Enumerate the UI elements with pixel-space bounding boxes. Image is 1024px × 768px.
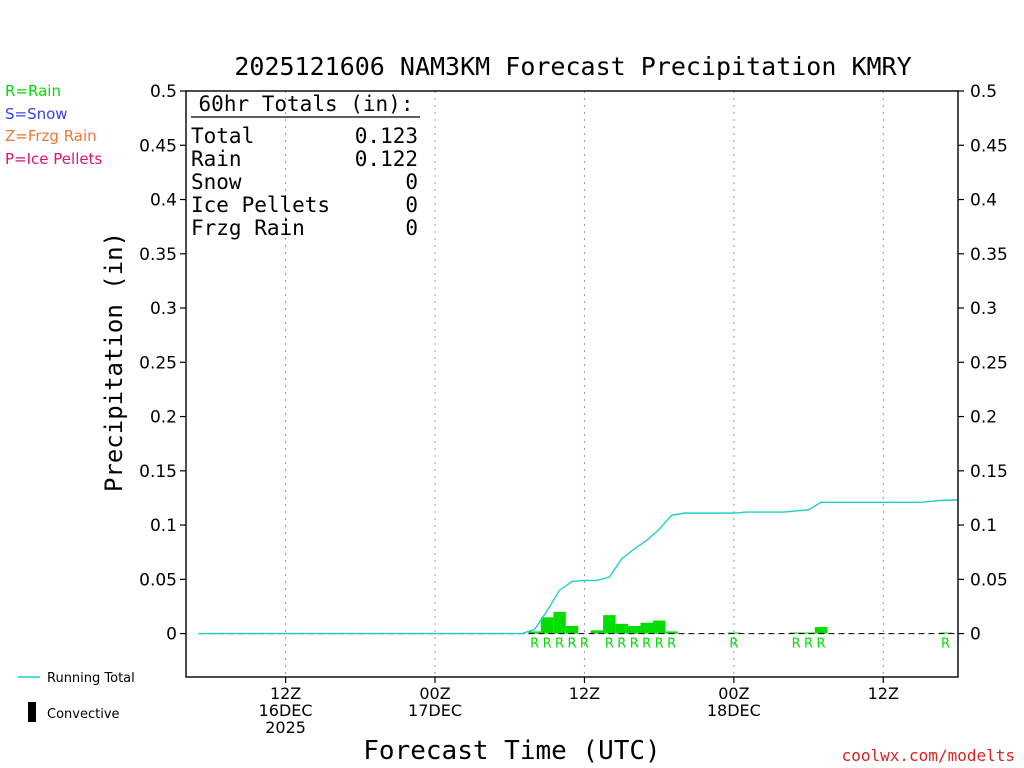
convective-swatch: [28, 702, 36, 722]
x-tick-label: 18DEC: [707, 701, 761, 720]
totals-label-ice-pellets: Ice Pellets: [191, 193, 330, 217]
precip-bar: [665, 631, 678, 634]
precip-bar: [528, 631, 541, 634]
legend-rain: R=Rain: [5, 82, 61, 100]
y-tick-label-right: 0.15: [970, 462, 1008, 482]
running-total-legend-label: Running Total: [47, 671, 135, 686]
totals-value-snow: 0: [405, 170, 418, 194]
precip-bar: [939, 632, 952, 634]
convective-legend-label: Convective: [47, 707, 120, 722]
legend-frzg-rain: Z=Frzg Rain: [5, 127, 97, 145]
totals-value-total: 0.123: [355, 124, 418, 148]
precip-type-marker: R: [804, 637, 813, 652]
precip-bar: [565, 625, 579, 634]
totals-label-total: Total: [191, 124, 254, 148]
x-tick-label: 2025: [265, 718, 306, 737]
precip-type-marker: R: [642, 637, 651, 652]
precip-bar: [553, 611, 566, 634]
x-tick-label: 12Z: [569, 684, 600, 703]
precip-type-marker: R: [630, 637, 639, 652]
legend-ice-pellets: P=Ice Pellets: [5, 150, 102, 168]
x-tick-label: 12Z: [868, 684, 899, 703]
y-tick-label-left: 0.15: [139, 462, 177, 482]
totals-label-frzg-rain: Frzg Rain: [191, 216, 305, 240]
x-tick-label: 12Z: [270, 684, 301, 703]
precip-type-marker: R: [729, 637, 738, 652]
y-tick-label-left: 0: [166, 625, 177, 645]
y-tick-label-right: 0: [970, 625, 981, 645]
y-tick-label-right: 0.1: [970, 516, 997, 536]
y-tick-label-left: 0.25: [139, 353, 177, 373]
running-total-line: [198, 499, 958, 635]
y-tick-label-left: 0.4: [150, 191, 177, 211]
precip-bars: [528, 611, 952, 634]
chart-title: 2025121606 NAM3KM Forecast Precipitation…: [234, 52, 911, 81]
y-tick-label-left: 0.2: [150, 408, 177, 428]
y-tick-label-left: 0.05: [139, 570, 177, 590]
x-tick-label: 00Z: [419, 684, 450, 703]
precip-bar: [727, 632, 741, 634]
y-tick-label-left: 0.45: [139, 136, 177, 156]
precip-bar: [789, 632, 803, 634]
y-tick-label-left: 0.35: [139, 245, 177, 265]
credit-text: coolwx.com/modelts: [842, 746, 1015, 765]
totals-label-snow: Snow: [191, 170, 242, 194]
y-tick-label-right: 0.05: [970, 570, 1008, 590]
precip-bar: [603, 615, 616, 634]
y-tick-label-right: 0.45: [970, 136, 1008, 156]
y-tick-label-right: 0.35: [970, 245, 1008, 265]
precip-type-marker: R: [655, 637, 664, 652]
precip-type-marker: R: [617, 637, 626, 652]
y-axis-label: Precipitation (in): [100, 232, 128, 492]
series-legend: Running Total Convective: [18, 671, 135, 722]
precip-type-marker: R: [543, 637, 552, 652]
precip-bar: [628, 625, 641, 634]
precip-bar: [615, 623, 629, 634]
precip-bar: [590, 630, 604, 634]
grid-lines: [285, 91, 884, 677]
precip-type-marker: R: [555, 637, 564, 652]
precip-type-marker: R: [605, 637, 614, 652]
x-tick-label: 00Z: [718, 684, 749, 703]
totals-value-ice-pellets: 0: [405, 193, 418, 217]
precip-type-marker: R: [667, 637, 676, 652]
precip-bar: [652, 620, 666, 634]
precip-type-marker: R: [530, 637, 539, 652]
totals-value-rain: 0.122: [355, 147, 418, 171]
plot-frame: [185, 90, 959, 678]
y-tick-label-right: 0.25: [970, 353, 1008, 373]
totals-box: 60hr Totals (in): Total 0.123 Rain 0.122…: [191, 92, 420, 240]
precip-type-marker: R: [580, 637, 589, 652]
precip-bar: [802, 632, 815, 634]
precip-type-marker: R: [792, 637, 801, 652]
y-tick-label-right: 0.5: [970, 82, 997, 102]
precip-bar: [640, 622, 653, 634]
y-tick-label-right: 0.3: [970, 299, 997, 319]
precip-type-marker: R: [817, 637, 826, 652]
totals-value-frzg-rain: 0: [405, 216, 418, 240]
precip-bar: [540, 617, 554, 634]
type-legend: R=Rain S=Snow Z=Frzg Rain P=Ice Pellets: [5, 82, 102, 168]
totals-header: 60hr Totals (in):: [199, 92, 414, 116]
y-tick-label-left: 0.1: [150, 516, 177, 536]
x-tick-label: 16DEC: [259, 701, 313, 720]
legend-snow: S=Snow: [5, 105, 68, 123]
precip-type-marker: R: [941, 637, 950, 652]
x-axis-label: Forecast Time (UTC): [363, 736, 660, 766]
y-tick-label-right: 0.2: [970, 408, 997, 428]
y-tick-label-left: 0.5: [150, 82, 177, 102]
x-tick-label: 17DEC: [408, 701, 462, 720]
y-tick-label-right: 0.4: [970, 191, 997, 211]
y-axis-ticks: 0 00.05 0.050.1 0.10.15 0.150.2 0.20.25 0.250.…: [139, 82, 1008, 645]
totals-label-rain: Rain: [191, 147, 242, 171]
precip-type-marker: R: [567, 637, 576, 652]
precip-bar: [814, 627, 828, 634]
y-tick-label-left: 0.3: [150, 299, 177, 319]
